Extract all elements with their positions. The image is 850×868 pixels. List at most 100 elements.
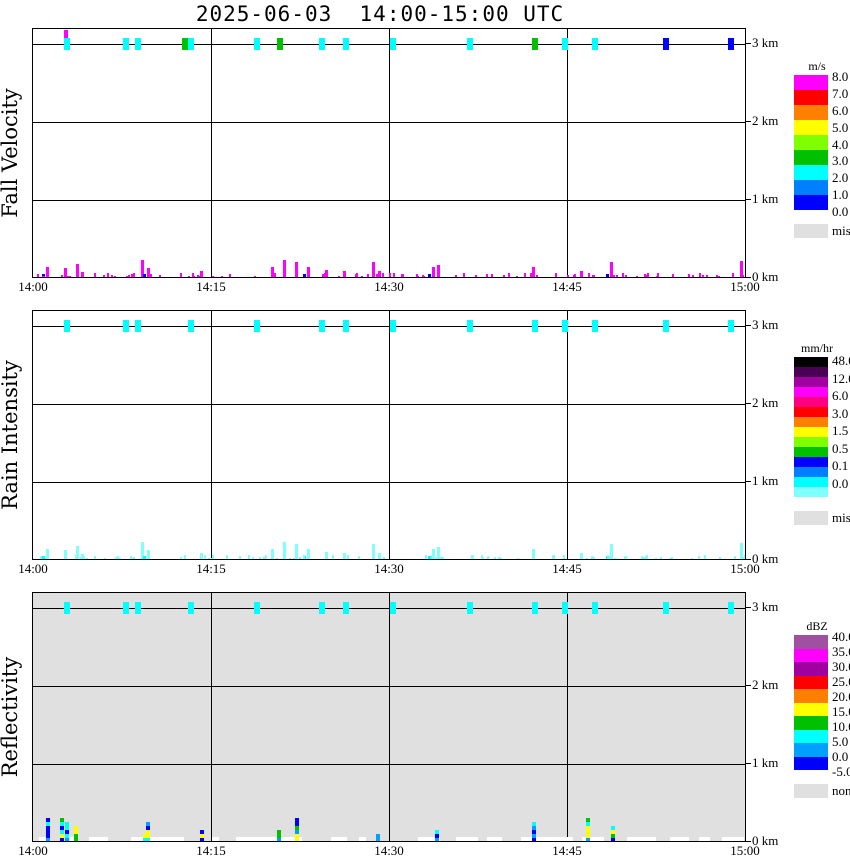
data-cell: [375, 834, 380, 838]
data-cell: [81, 272, 85, 277]
data-cell: [508, 273, 511, 277]
data-cell: [103, 275, 106, 277]
colorbar-swatch: [794, 165, 828, 180]
data-cell: [502, 275, 505, 277]
data-cell: [342, 38, 349, 50]
colorbar-missing-label-fall: miss: [832, 223, 850, 238]
data-cell: [42, 276, 45, 277]
data-cell: [66, 276, 69, 277]
data-cell: [60, 834, 65, 838]
panel-refl-axis-title: Reflectivity: [0, 656, 22, 778]
data-cell: [382, 273, 385, 277]
data-cell: [703, 555, 706, 559]
data-cell: [743, 555, 745, 559]
panel-rain-axis-title: Rain Intensity: [0, 360, 22, 510]
panel-reflectivity: [32, 592, 746, 842]
data-cell: [643, 557, 645, 559]
data-cell: [418, 837, 440, 841]
data-cell: [585, 830, 590, 834]
data-cell: [717, 276, 720, 277]
data-cell: [295, 826, 300, 830]
gridline-1430: [389, 311, 390, 559]
data-cell: [437, 265, 441, 277]
data-cell: [82, 556, 85, 559]
data-cell: [88, 837, 108, 841]
colorbar-level-label: 30.0: [832, 659, 850, 674]
data-cell: [134, 38, 141, 50]
data-cell: [145, 830, 150, 834]
ytick-fall-3: 0 km: [752, 269, 779, 284]
colorbar-swatch: [794, 743, 828, 757]
data-cell: [563, 555, 566, 559]
xtick-refl-2: 14:30: [374, 843, 404, 858]
ytick-mark: [746, 43, 751, 44]
data-cell: [127, 275, 130, 277]
colorbar-swatch: [794, 120, 828, 135]
data-cell: [159, 275, 162, 277]
data-cell: [359, 837, 367, 841]
data-cell: [532, 267, 536, 277]
data-cell: [430, 555, 433, 559]
data-cell: [581, 556, 584, 559]
data-cell: [302, 274, 306, 277]
data-cell: [591, 602, 598, 614]
xtick-rain-2: 14:30: [374, 561, 404, 576]
data-cell: [259, 557, 262, 559]
colorbar-level-label: 48.0: [832, 353, 850, 368]
data-cell: [346, 555, 349, 559]
data-cell: [277, 838, 282, 841]
data-cell: [302, 555, 305, 559]
data-cell: [431, 267, 435, 277]
ytick-mark: [746, 841, 751, 842]
data-cell: [688, 274, 691, 277]
data-cell: [435, 838, 440, 841]
data-cell: [60, 826, 65, 830]
data-cell: [656, 273, 659, 277]
colorbar-swatch: [794, 457, 828, 467]
data-cell: [306, 549, 310, 559]
ytick-fall-2: 1 km: [752, 191, 779, 206]
data-cell: [251, 557, 254, 559]
data-cell: [716, 275, 719, 277]
data-cell: [375, 838, 380, 841]
data-cell: [342, 320, 349, 332]
colorbar-missing-swatch-fall: [794, 224, 828, 238]
data-cell: [609, 262, 613, 277]
data-cell: [147, 276, 150, 277]
data-cell: [562, 602, 569, 614]
xtick-fall-0: 14:00: [18, 279, 48, 294]
page-title: 2025-06-03 14:00-15:00 UTC: [195, 2, 565, 26]
data-cell: [605, 556, 609, 559]
data-cell: [295, 834, 300, 838]
ytick-rain-1: 2 km: [752, 395, 779, 410]
colorbar-level-label: 4.0: [832, 136, 849, 152]
data-cell: [200, 834, 205, 838]
ytick-mark: [746, 481, 751, 482]
data-cell: [131, 558, 134, 559]
data-cell: [432, 557, 435, 559]
data-cell: [609, 544, 613, 559]
data-cell: [140, 542, 144, 559]
colorbar-level-label: 1.0: [832, 187, 849, 203]
data-cell: [299, 557, 302, 559]
data-cell: [532, 826, 537, 830]
data-cell: [733, 556, 736, 559]
data-cell: [431, 549, 435, 559]
colorbar-level-label: 12.0: [832, 370, 850, 386]
data-cell: [372, 544, 376, 559]
colorbar-swatch: [794, 407, 828, 417]
data-cell: [323, 273, 326, 277]
ytick-rain-0: 3 km: [752, 317, 779, 332]
gridline-1415: [211, 29, 212, 277]
colorbar-swatch: [794, 427, 828, 437]
ytick-mark: [746, 325, 751, 326]
data-cell: [107, 273, 110, 277]
data-cell: [199, 557, 202, 559]
data-cell: [342, 602, 349, 614]
data-cell: [115, 557, 118, 559]
data-cell: [134, 602, 141, 614]
data-cell: [462, 273, 465, 277]
data-cell: [467, 320, 474, 332]
colorbar-level-label: 5.0: [832, 119, 849, 135]
data-cell: [698, 837, 711, 841]
